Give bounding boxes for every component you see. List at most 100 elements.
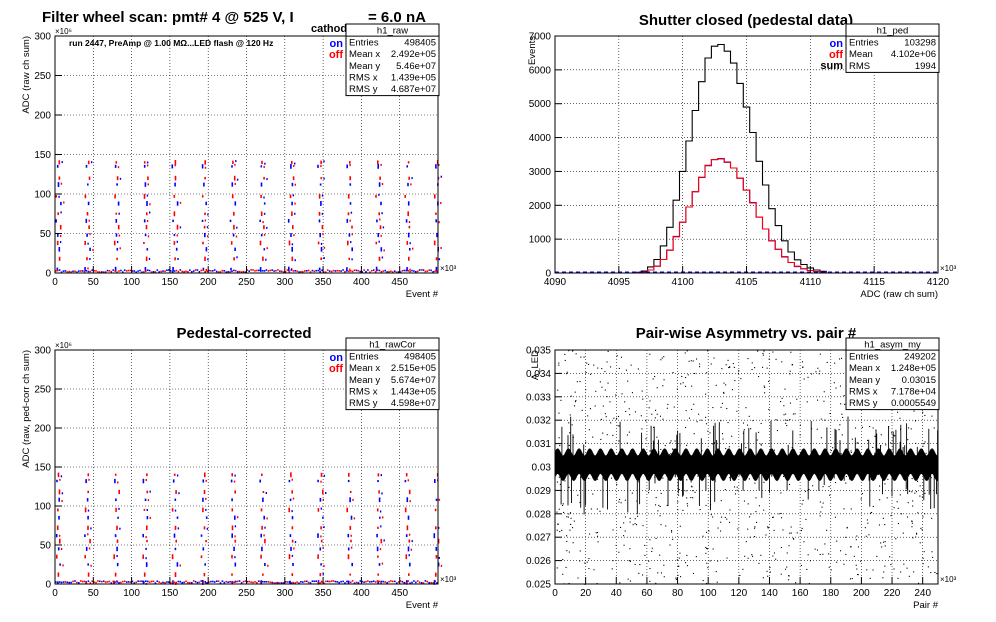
- point-off: [322, 546, 324, 549]
- point-off: [231, 194, 234, 199]
- point-outlier: [824, 543, 826, 545]
- point-floor: [58, 269, 61, 271]
- point-off: [233, 175, 236, 181]
- point-outlier: [559, 531, 561, 533]
- point-floor: [359, 270, 362, 273]
- point-floor: [200, 580, 203, 582]
- point-outlier: [796, 532, 798, 534]
- point-outlier: [572, 436, 574, 438]
- point-outlier: [568, 444, 570, 446]
- point-outlier: [572, 471, 574, 473]
- point-outlier: [717, 527, 719, 529]
- point-outlier: [637, 515, 639, 517]
- point-floor: [309, 271, 312, 273]
- point-outlier: [725, 364, 727, 366]
- point-off: [231, 554, 233, 559]
- point-outlier: [685, 385, 687, 387]
- point-off: [412, 247, 414, 250]
- point-floor: [336, 269, 339, 272]
- point-outlier: [911, 491, 913, 493]
- point-floor: [392, 580, 394, 583]
- point-outlier: [796, 398, 798, 400]
- point-outlier: [915, 420, 917, 422]
- point-floor: [189, 269, 191, 271]
- point-on: [175, 247, 178, 251]
- point-floor: [160, 582, 162, 584]
- point-on: [232, 233, 235, 237]
- point-outlier: [869, 512, 871, 514]
- point-on: [351, 562, 353, 567]
- point-on: [117, 516, 119, 519]
- point-outlier: [846, 527, 848, 529]
- point-outlier: [763, 481, 765, 483]
- point-floor: [120, 269, 122, 272]
- point-outlier: [708, 530, 710, 532]
- point-outlier: [900, 571, 902, 573]
- point-off: [380, 581, 382, 584]
- point-outlier: [752, 555, 754, 557]
- point-on: [264, 526, 266, 529]
- point-off: [260, 508, 263, 512]
- point-on: [406, 267, 408, 272]
- point-outlier: [741, 454, 743, 456]
- point-on: [264, 563, 266, 566]
- point-outlier: [792, 413, 794, 415]
- point-on: [435, 498, 438, 501]
- point-floor: [217, 580, 220, 582]
- point-on: [259, 479, 261, 483]
- y-tick-label: 0.031: [526, 439, 551, 450]
- data-layer: [554, 350, 939, 585]
- point-floor: [187, 271, 189, 273]
- point-outlier: [910, 465, 912, 467]
- point-on: [435, 546, 438, 551]
- point-outlier: [579, 501, 581, 503]
- point-floor: [112, 580, 114, 583]
- point-outlier: [724, 489, 726, 491]
- point-off: [90, 564, 92, 567]
- point-floor: [411, 269, 413, 272]
- point-outlier: [904, 465, 906, 467]
- point-on: [145, 547, 147, 550]
- point-outlier: [640, 470, 642, 472]
- point-on: [176, 516, 179, 519]
- point-on: [236, 226, 238, 229]
- point-on: [115, 219, 118, 223]
- point-outlier: [814, 548, 816, 550]
- point-floor: [179, 580, 182, 583]
- point-outlier: [579, 560, 581, 562]
- point-outlier: [787, 419, 789, 421]
- y-exponent-label: ×10⁶: [55, 27, 72, 36]
- point-floor: [212, 270, 214, 272]
- point-off: [262, 256, 264, 261]
- point-outlier: [822, 452, 824, 454]
- plot-panels: 0 50 100 150 200 250 300 350 400 4500501001502002…: [21, 12, 957, 611]
- point-off: [113, 240, 116, 246]
- point-outlier: [747, 424, 749, 426]
- point-off: [375, 194, 377, 198]
- point-outlier: [674, 460, 676, 462]
- point-off: [176, 234, 178, 237]
- point-outlier: [832, 447, 834, 449]
- point-on: [263, 248, 266, 251]
- point-floor: [261, 580, 264, 583]
- point-outlier: [816, 549, 818, 551]
- x-exponent-label: ×10³: [940, 264, 957, 273]
- point-on: [406, 497, 409, 503]
- point-on: [145, 562, 148, 567]
- point-outlier: [570, 523, 572, 525]
- point-outlier: [933, 427, 935, 429]
- point-outlier: [710, 504, 712, 506]
- point-floor: [118, 581, 120, 584]
- point-outlier: [883, 541, 885, 543]
- point-outlier: [910, 428, 912, 430]
- point-outlier: [729, 509, 731, 511]
- point-outlier: [934, 471, 936, 473]
- point-on: [90, 161, 93, 164]
- point-floor: [208, 269, 210, 272]
- point-outlier: [649, 450, 651, 452]
- point-floor: [416, 270, 419, 273]
- point-outlier: [679, 525, 681, 527]
- point-on: [148, 257, 151, 260]
- point-outlier: [649, 353, 651, 355]
- point-floor: [179, 269, 182, 271]
